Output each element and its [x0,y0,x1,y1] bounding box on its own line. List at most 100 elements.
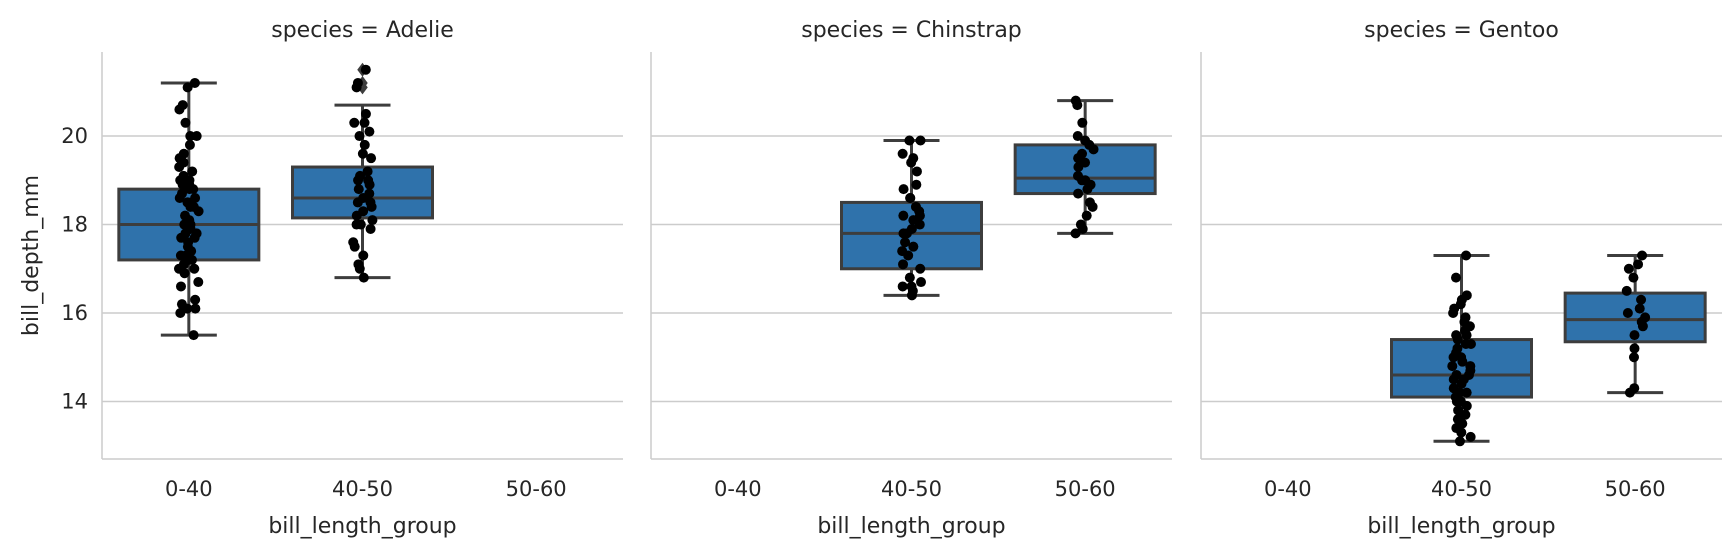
data-point [898,210,909,221]
data-point [365,223,376,234]
data-point [900,237,911,248]
data-point [357,148,368,159]
data-point [358,206,369,217]
data-point [1451,330,1462,341]
data-point [1629,383,1640,394]
data-point [1460,338,1471,349]
y-tick-label: 14 [61,389,88,413]
data-point [348,237,359,248]
data-point [191,131,202,142]
data-point [908,153,919,164]
data-point [1080,175,1091,186]
data-point [1077,148,1088,159]
data-point [906,281,917,292]
data-point [360,108,371,119]
data-point [353,184,364,195]
data-point [1084,197,1095,208]
data-point [182,197,193,208]
data-point [1073,188,1084,199]
data-point [178,170,189,181]
data-point [1622,308,1633,319]
data-point [190,192,201,203]
data-point [354,131,365,142]
data-point [911,179,922,190]
x-tick-label: 50-60 [1055,477,1116,501]
data-point [177,100,188,111]
data-point [178,148,189,159]
data-point [1628,272,1639,283]
data-point [189,263,200,274]
x-tick-label: 50-60 [1605,477,1666,501]
data-point [1448,383,1459,394]
data-point [365,197,376,208]
data-point [904,135,915,146]
y-axis-label: bill_depth_mm [19,175,44,336]
data-point [349,117,360,128]
data-point [189,77,200,88]
data-point [1072,131,1083,142]
facet-title: species = Chinstrap [801,18,1022,43]
data-point [1453,405,1464,416]
data-point [364,126,375,137]
x-tick-label: 40-50 [332,477,393,501]
data-point [364,188,375,199]
data-point [916,277,927,288]
x-tick-label: 0-40 [165,477,213,501]
data-point [1072,170,1083,181]
data-point [1080,135,1091,146]
data-point [898,184,909,195]
x-tick-label: 40-50 [881,477,942,501]
data-point [366,153,377,164]
data-point [905,192,916,203]
data-point [1460,312,1471,323]
data-point [190,294,201,305]
data-point [1629,343,1640,354]
data-point [915,263,926,274]
data-point [1640,312,1651,323]
data-point [176,188,187,199]
data-point [363,175,374,186]
data-point [911,166,922,177]
facet-panel-1 [101,52,623,460]
data-point [910,201,921,212]
data-point [1628,352,1639,363]
data-point [359,139,370,150]
data-point [358,250,369,261]
data-point [175,281,186,292]
data-point [180,117,191,128]
data-point [1465,361,1476,372]
data-point [1621,285,1632,296]
x-tick-label: 0-40 [714,477,762,501]
data-point [362,166,373,177]
data-point [184,139,195,150]
x-tick-label: 40-50 [1431,477,1492,501]
data-point [1070,95,1081,106]
x-tick-label: 0-40 [1264,477,1312,501]
data-point [1452,343,1463,354]
data-point [908,241,919,252]
data-point [897,148,908,159]
data-point [1623,263,1634,274]
data-point [1451,369,1462,380]
data-point [1633,259,1644,270]
data-point [190,303,201,314]
y-tick-label: 16 [61,301,88,325]
data-point [355,219,366,230]
data-point [188,330,199,341]
data-point [1070,228,1081,239]
data-point [1637,250,1648,261]
x-axis-label: bill_length_group [817,514,1005,539]
data-point [193,277,204,288]
data-point [1461,387,1472,398]
facet-title: species = Gentoo [1364,18,1559,43]
x-tick-label: 50-60 [506,477,567,501]
data-point [1461,290,1472,301]
x-axis-label: bill_length_group [1367,514,1555,539]
data-point [1454,436,1465,447]
data-point [898,259,909,270]
data-point [1081,210,1092,221]
y-tick-label: 18 [61,213,88,237]
data-point [906,223,917,234]
facet-title: species = Adelie [271,18,454,43]
